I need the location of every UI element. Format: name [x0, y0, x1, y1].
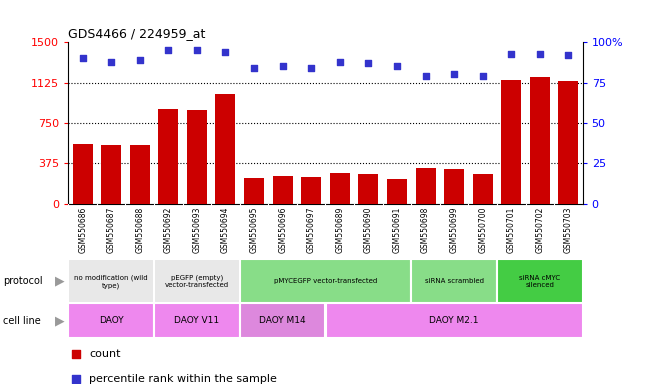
- Text: percentile rank within the sample: percentile rank within the sample: [89, 374, 277, 384]
- Point: [306, 65, 316, 71]
- Text: GSM550689: GSM550689: [335, 206, 344, 253]
- Bar: [330, 173, 350, 204]
- Point: [191, 47, 202, 53]
- Bar: [497, 259, 583, 303]
- Point: [449, 71, 459, 78]
- Point: [277, 63, 288, 70]
- Text: GSM550699: GSM550699: [450, 206, 458, 253]
- Text: GSM550690: GSM550690: [364, 206, 373, 253]
- Bar: [215, 94, 236, 204]
- Text: ▶: ▶: [55, 275, 64, 288]
- Bar: [273, 176, 293, 204]
- Text: GSM550691: GSM550691: [393, 206, 402, 253]
- Text: GSM550701: GSM550701: [506, 206, 516, 253]
- Text: GSM550695: GSM550695: [249, 206, 258, 253]
- Point: [220, 49, 230, 55]
- Text: GSM550700: GSM550700: [478, 206, 487, 253]
- Text: GSM550692: GSM550692: [164, 206, 173, 253]
- Bar: [240, 303, 326, 338]
- Text: DAOY M2.1: DAOY M2.1: [429, 316, 479, 325]
- Point: [363, 60, 374, 66]
- Point: [335, 58, 345, 65]
- Bar: [473, 174, 493, 204]
- Point: [563, 52, 574, 58]
- Text: GSM550693: GSM550693: [193, 206, 201, 253]
- Point: [534, 50, 545, 56]
- Bar: [73, 144, 92, 204]
- Text: pEGFP (empty)
vector-transfected: pEGFP (empty) vector-transfected: [165, 274, 229, 288]
- Text: GSM550702: GSM550702: [535, 206, 544, 253]
- Bar: [444, 169, 464, 204]
- Text: GSM550688: GSM550688: [135, 206, 145, 253]
- Point: [421, 73, 431, 79]
- Text: cell line: cell line: [3, 316, 41, 326]
- Point: [71, 376, 81, 382]
- Bar: [358, 174, 378, 204]
- Point: [163, 47, 174, 53]
- Text: GSM550694: GSM550694: [221, 206, 230, 253]
- Text: siRNA cMYC
silenced: siRNA cMYC silenced: [519, 275, 561, 288]
- Bar: [387, 179, 407, 204]
- Bar: [101, 145, 121, 204]
- Bar: [130, 146, 150, 204]
- Text: pMYCEGFP vector-transfected: pMYCEGFP vector-transfected: [274, 278, 377, 284]
- Text: GSM550687: GSM550687: [107, 206, 116, 253]
- Bar: [326, 303, 583, 338]
- Text: DAOY: DAOY: [99, 316, 124, 325]
- Bar: [411, 259, 497, 303]
- Point: [506, 50, 516, 56]
- Text: GDS4466 / 224959_at: GDS4466 / 224959_at: [68, 26, 206, 40]
- Text: no modification (wild
type): no modification (wild type): [74, 274, 148, 288]
- Bar: [158, 109, 178, 204]
- Text: protocol: protocol: [3, 276, 43, 286]
- Bar: [244, 178, 264, 204]
- Bar: [154, 259, 240, 303]
- Point: [135, 57, 145, 63]
- Text: siRNA scrambled: siRNA scrambled: [424, 278, 484, 284]
- Text: GSM550697: GSM550697: [307, 206, 316, 253]
- Bar: [530, 77, 550, 204]
- Bar: [559, 81, 578, 204]
- Bar: [187, 110, 207, 204]
- Bar: [68, 259, 154, 303]
- Point: [106, 58, 117, 65]
- Bar: [154, 303, 240, 338]
- Point: [392, 63, 402, 70]
- Text: GSM550686: GSM550686: [78, 206, 87, 253]
- Text: DAOY V11: DAOY V11: [174, 316, 219, 325]
- Point: [477, 73, 488, 79]
- Bar: [415, 168, 436, 204]
- Text: GSM550698: GSM550698: [421, 206, 430, 253]
- Text: DAOY M14: DAOY M14: [259, 316, 306, 325]
- Bar: [240, 259, 411, 303]
- Text: GSM550696: GSM550696: [278, 206, 287, 253]
- Text: GSM550703: GSM550703: [564, 206, 573, 253]
- Bar: [501, 80, 521, 204]
- Point: [77, 55, 88, 61]
- Text: ▶: ▶: [55, 314, 64, 327]
- Bar: [301, 177, 321, 204]
- Point: [71, 351, 81, 358]
- Point: [249, 65, 259, 71]
- Bar: [68, 303, 154, 338]
- Text: count: count: [89, 349, 120, 359]
